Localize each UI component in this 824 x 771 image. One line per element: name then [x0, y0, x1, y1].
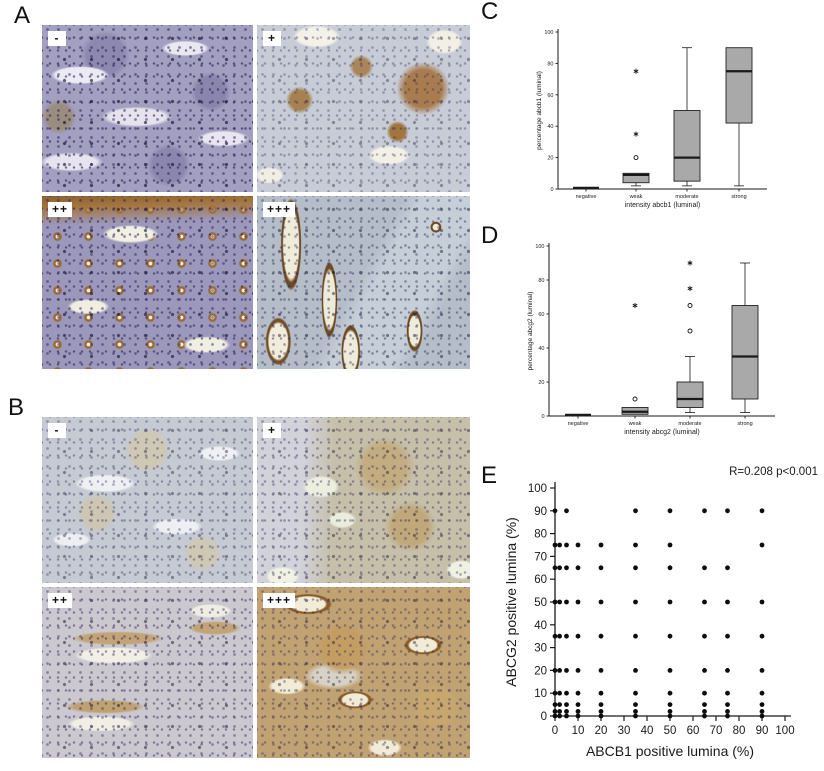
panel-b-image-grid: - + ++ +++	[42, 417, 470, 758]
svg-text:60: 60	[547, 93, 553, 99]
svg-text:0: 0	[552, 725, 558, 737]
intensity-label: -	[48, 31, 66, 46]
svg-text:weak: weak	[628, 421, 642, 427]
svg-text:0: 0	[541, 414, 544, 420]
panel-label-c: C	[481, 0, 499, 25]
svg-text:60: 60	[687, 725, 700, 737]
panel-label-b: B	[8, 394, 25, 421]
svg-text:moderate: moderate	[678, 421, 701, 427]
svg-text:weak: weak	[629, 194, 643, 200]
ihc-image-abcb1-strong: +++	[257, 196, 470, 369]
svg-text:ABCG2 positive lumina (%): ABCG2 positive lumina (%)	[503, 517, 519, 687]
ihc-image-abcb1-negative: -	[42, 25, 253, 192]
ihc-image-abcg2-moderate: ++	[42, 587, 253, 758]
ihc-image-abcg2-strong: +++	[257, 587, 470, 758]
svg-text:100: 100	[775, 725, 794, 737]
ihc-image-abcb1-moderate: ++	[42, 196, 253, 369]
box-weak	[622, 68, 650, 187]
svg-text:80: 80	[547, 61, 553, 67]
boxplot-abcg2: 0 20 40 60 80 100 percentage abcg2 (luminal) ne…	[480, 220, 824, 455]
svg-text:80: 80	[534, 529, 547, 541]
svg-text:30: 30	[534, 643, 547, 655]
svg-text:strong: strong	[737, 421, 752, 427]
svg-text:70: 70	[534, 551, 547, 563]
svg-text:strong: strong	[731, 194, 746, 200]
svg-text:90: 90	[756, 725, 769, 737]
intensity-label: +++	[263, 593, 296, 608]
ihc-image-abcg2-negative: -	[42, 417, 253, 583]
ihc-image-abcb1-weak: +	[257, 25, 470, 192]
svg-text:negative: negative	[568, 421, 589, 427]
box-strong	[731, 262, 759, 414]
box-weak	[621, 302, 649, 415]
box-moderate	[676, 260, 704, 414]
svg-text:20: 20	[595, 725, 608, 737]
intensity-label: ++	[48, 593, 73, 608]
scatter-svg: R=0.208 p<0.001 0 10 20 30 40 50 60 70 80 90 100 0 10…	[503, 466, 818, 759]
svg-text:percentage abcg2 (luminal): percentage abcg2 (luminal)	[527, 292, 534, 371]
svg-text:ABCB1 positive lumina (%): ABCB1 positive lumina (%)	[586, 743, 754, 759]
intensity-label: -	[48, 423, 66, 438]
panel-label-a: A	[14, 2, 31, 29]
svg-text:100: 100	[535, 244, 544, 250]
svg-text:30: 30	[618, 725, 631, 737]
panel-label-e: E	[481, 462, 498, 489]
svg-text:50: 50	[534, 597, 547, 609]
intensity-label: +	[263, 423, 281, 438]
svg-text:100: 100	[544, 30, 553, 36]
svg-text:10: 10	[534, 688, 547, 700]
box-moderate	[673, 47, 701, 187]
svg-text:40: 40	[538, 346, 544, 352]
panel-a-image-grid: - + ++ +++	[42, 25, 470, 369]
intensity-label: +	[263, 31, 281, 46]
boxplot-abcb1: 0 20 40 60 80 100 percentage abcb1 (luminal) ne…	[480, 0, 824, 222]
intensity-label: +++	[263, 202, 296, 217]
intensity-label: ++	[48, 202, 73, 217]
svg-text:80: 80	[538, 278, 544, 284]
svg-text:40: 40	[547, 124, 553, 130]
scatter-abcb1-vs-abcg2: R=0.208 p<0.001 0 10 20 30 40 50 60 70 80 90 100 0 10…	[480, 455, 824, 766]
svg-text:moderate: moderate	[675, 194, 698, 200]
svg-text:20: 20	[547, 156, 553, 162]
boxplot-svg: 0 20 40 60 80 100 percentage abcg2 (luminal) ne…	[527, 243, 775, 436]
svg-text:20: 20	[538, 380, 544, 386]
boxplot-svg: 0 20 40 60 80 100 percentage abcb1 (luminal) ne…	[536, 29, 767, 209]
svg-text:percentage abcb1 (luminal): percentage abcb1 (luminal)	[536, 71, 543, 150]
svg-text:0: 0	[550, 187, 553, 193]
svg-text:90: 90	[534, 506, 547, 518]
svg-text:R=0.208 p<0.001: R=0.208 p<0.001	[729, 466, 818, 478]
svg-text:40: 40	[534, 620, 547, 632]
svg-text:intensity abcg2 (luminal): intensity abcg2 (luminal)	[624, 429, 699, 436]
svg-text:60: 60	[534, 574, 547, 586]
svg-text:50: 50	[664, 725, 677, 737]
svg-text:60: 60	[538, 312, 544, 318]
panel-label-d: D	[481, 222, 499, 249]
svg-text:80: 80	[733, 725, 746, 737]
svg-text:70: 70	[710, 725, 723, 737]
svg-text:20: 20	[534, 665, 547, 677]
svg-text:intensity abcb1 (luminal): intensity abcb1 (luminal)	[625, 202, 700, 209]
svg-text:negative: negative	[576, 194, 597, 200]
box-strong	[725, 47, 753, 187]
svg-text:40: 40	[641, 725, 654, 737]
ihc-image-abcg2-weak: +	[257, 417, 470, 583]
svg-text:0: 0	[541, 711, 547, 723]
svg-text:100: 100	[528, 483, 547, 495]
svg-text:10: 10	[572, 725, 585, 737]
scatter-points	[552, 508, 765, 719]
